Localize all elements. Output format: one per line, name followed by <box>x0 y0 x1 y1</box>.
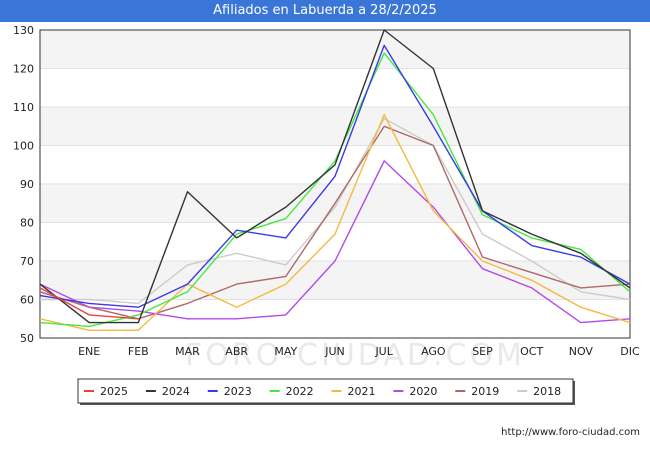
watermark-text: FORO-CIUDAD.COM <box>185 338 525 373</box>
x-tick-label: FEB <box>128 345 149 358</box>
x-tick-label: JUL <box>374 345 393 358</box>
legend-label-2024: 2024 <box>162 385 190 398</box>
x-tick-label: MAY <box>274 345 297 358</box>
y-tick-label: 110 <box>13 101 34 114</box>
legend-label-2022: 2022 <box>286 385 314 398</box>
series-line-2024 <box>39 29 631 324</box>
legend-label-2019: 2019 <box>471 385 499 398</box>
y-tick-label: 70 <box>20 255 34 268</box>
x-tick-label: ABR <box>225 345 248 358</box>
x-tick-label: DIC <box>620 345 640 358</box>
y-tick-label: 60 <box>20 294 34 307</box>
plot-frame <box>39 29 631 339</box>
series-line-2022 <box>39 52 631 328</box>
legend-label-2020: 2020 <box>409 385 437 398</box>
y-tick-label: 130 <box>13 24 34 37</box>
source-credit: http://www.foro-ciudad.com <box>501 427 640 438</box>
y-tick-label: 120 <box>13 63 34 76</box>
x-tick-label: AGO <box>421 345 446 358</box>
series-line-2018 <box>40 117 631 305</box>
series-line-2025 <box>39 287 139 320</box>
legend-box <box>77 378 574 404</box>
grid-band <box>40 107 630 146</box>
x-tick-label: OCT <box>520 345 543 358</box>
x-tick-label: ENE <box>78 345 100 358</box>
series-line-2023 <box>39 44 631 308</box>
series-line-2021 <box>39 113 631 331</box>
y-tick-label: 80 <box>20 217 34 230</box>
series-line-2020 <box>39 160 631 324</box>
x-tick-label: JUN <box>324 345 345 358</box>
legend-label-2025: 2025 <box>100 385 128 398</box>
y-tick-label: 50 <box>20 332 34 345</box>
x-tick-label: SEP <box>472 345 493 358</box>
y-tick-label: 90 <box>20 178 34 191</box>
legend-label-2018: 2018 <box>533 385 561 398</box>
x-tick-label: MAR <box>175 345 200 358</box>
grid-band <box>40 30 630 69</box>
y-tick-label: 100 <box>13 140 34 153</box>
x-tick-label: NOV <box>569 345 594 358</box>
legend-label-2021: 2021 <box>348 385 376 398</box>
legend-label-2023: 2023 <box>224 385 252 398</box>
chart-title: Afiliados en Labuerda a 28/2/2025 <box>0 0 650 22</box>
